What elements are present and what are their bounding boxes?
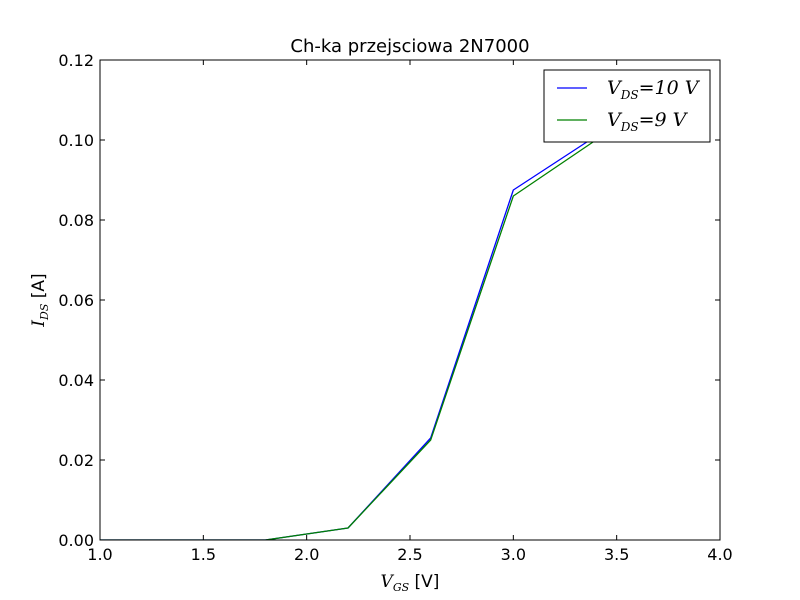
x-tick-label: 3.0 — [501, 545, 526, 564]
y-tick-label: 0.06 — [58, 291, 94, 310]
legend-label-vds-9: VDS=9 V — [607, 109, 689, 134]
x-axis-label-unit: [V] — [409, 572, 439, 592]
y-tick-label: 0.12 — [58, 51, 94, 70]
legend-label-vds-10: VDS=10 V — [607, 77, 701, 102]
x-axis-label: VGS [V] — [381, 572, 440, 594]
x-tick-label: 4.0 — [707, 545, 732, 564]
x-axis-label-subscript: GS — [393, 581, 410, 594]
legend: VDS=10 V VDS=9 V — [543, 69, 711, 143]
x-tick-label: 1.5 — [191, 545, 216, 564]
x-axis-label-symbol: V — [381, 572, 395, 592]
y-tick-label: 0.02 — [58, 451, 94, 470]
y-axis-label-symbol: I — [29, 320, 49, 328]
tick-layer: 1.0 1.5 2.0 2.5 3.0 3.5 4.0 0.00 0.02 0.04 0.06 0.0… — [58, 51, 732, 564]
legend-box — [543, 69, 711, 143]
chart-title: Ch-ka przejsciowa 2N7000 — [290, 36, 529, 57]
x-tick-label: 3.5 — [604, 545, 629, 564]
x-tick-label: 1.0 — [87, 545, 112, 564]
y-tick-label: 0.04 — [58, 371, 94, 390]
y-tick-label: 0.00 — [58, 531, 94, 550]
y-axis-label-unit: [A] — [29, 273, 49, 303]
plot-frame — [99, 59, 721, 541]
y-tick-label: 0.10 — [58, 131, 94, 150]
y-axis-label: IDS [A] — [29, 273, 51, 327]
y-axis-label-subscript: DS — [38, 303, 51, 321]
y-tick-label: 0.08 — [58, 211, 94, 230]
x-tick-label: 2.0 — [294, 545, 319, 564]
x-tick-label: 2.5 — [397, 545, 422, 564]
